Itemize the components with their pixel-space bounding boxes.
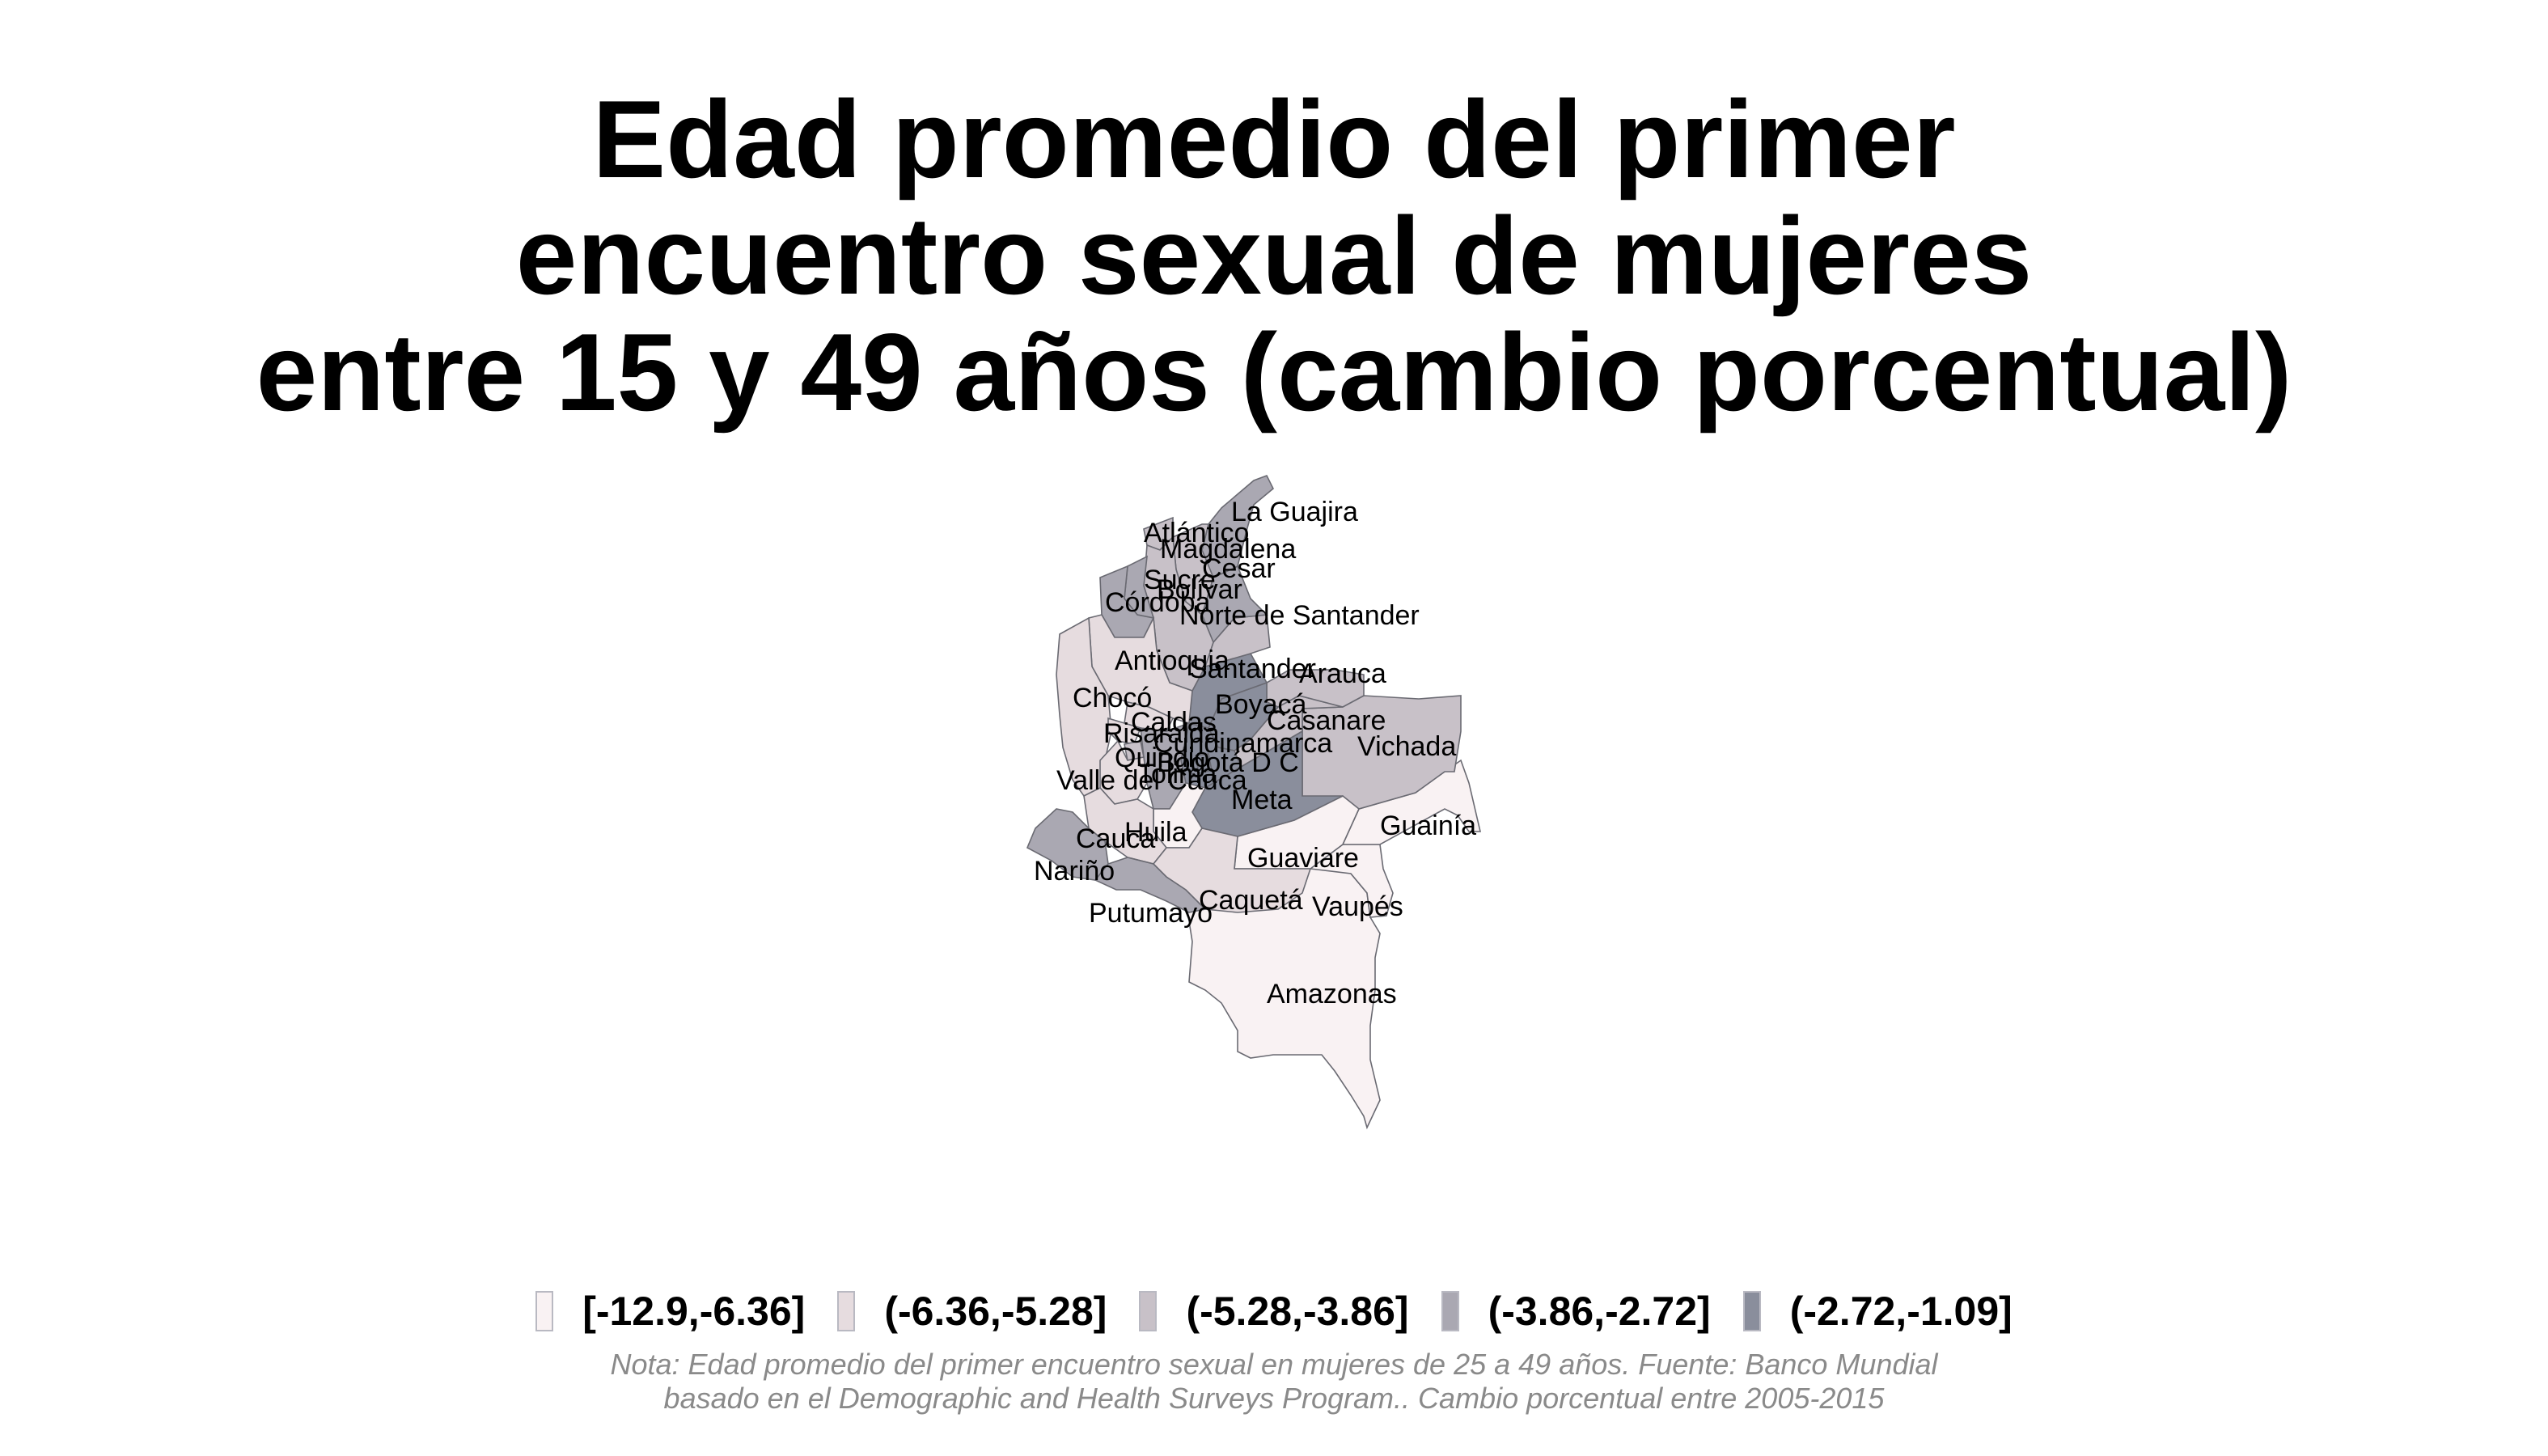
title-line-2: encuentro sexual de mujeres — [515, 194, 2033, 317]
map-labels: La GuajiraAtlánticoMagdalenaCesarSucreBo… — [1034, 497, 1476, 1009]
map-label-arauca: Arauca — [1299, 658, 1386, 689]
legend-label-1: [-12.9,-6.36] — [582, 1289, 806, 1334]
map-label-casanare: Casanare — [1267, 705, 1386, 736]
title-line-1: Edad promedio del primer — [592, 78, 1956, 201]
legend-label-2: (-6.36,-5.28] — [884, 1289, 1107, 1334]
map-label-tolima: Tolima — [1137, 759, 1217, 789]
map-label-magdalena: Magdalena — [1160, 534, 1296, 565]
map-label-narino: Nariño — [1034, 856, 1115, 887]
legend-swatch-2 — [837, 1291, 856, 1331]
note-line-2: basado en el Demographic and Health Surv… — [663, 1382, 1885, 1415]
region-antioquia[interactable] — [1088, 614, 1193, 725]
map-label-santander: Santander — [1189, 654, 1316, 684]
map-label-amazonas: Amazonas — [1267, 979, 1397, 1009]
map-label-antioquia: Antioquia — [1115, 645, 1230, 676]
source-note: Nota: Edad promedio del primer encuentro… — [0, 1348, 2548, 1416]
legend-swatch-3 — [1139, 1291, 1158, 1331]
map-label-guainia: Guainía — [1380, 811, 1476, 841]
legend: [-12.9,-6.36] (-6.36,-5.28] (-5.28,-3.86… — [0, 1288, 2548, 1335]
legend-item-5: (-2.72,-1.09] — [1742, 1288, 2013, 1335]
map-label-guaviare: Guaviare — [1247, 843, 1359, 874]
map-label-huila: Huila — [1124, 817, 1187, 848]
legend-swatch-4 — [1441, 1291, 1459, 1331]
map-label-cauca: Cauca — [1076, 823, 1155, 854]
legend-item-3: (-5.28,-3.86] — [1139, 1288, 1409, 1335]
map-label-bogota: Bogotá D C — [1157, 747, 1299, 778]
map-label-norte-santander: Norte de Santander — [1179, 600, 1420, 631]
map-label-quindio: Quindio — [1115, 743, 1209, 773]
map-label-cesar: Cesar — [1202, 553, 1276, 584]
legend-label-4: (-3.86,-2.72] — [1488, 1289, 1711, 1334]
region-bogota[interactable] — [1195, 753, 1213, 774]
map-label-la-guajira: La Guajira — [1231, 497, 1358, 527]
note-line-1: Nota: Edad promedio del primer encuentro… — [610, 1348, 1938, 1381]
map-label-atlantico: Atlántico — [1144, 518, 1249, 548]
map-label-boyaca: Boyacá — [1215, 689, 1306, 720]
legend-item-1: [-12.9,-6.36] — [535, 1288, 805, 1335]
region-caqueta[interactable] — [1152, 827, 1312, 913]
map-label-vichada: Vichada — [1357, 731, 1456, 762]
map-label-cordoba: Córdoba — [1105, 587, 1211, 618]
legend-swatch-5 — [1742, 1291, 1761, 1331]
map-label-caqueta: Caquetá — [1199, 885, 1303, 916]
legend-item-2: (-6.36,-5.28] — [837, 1288, 1107, 1335]
chart-title: Edad promedio del primer encuentro sexua… — [0, 81, 2548, 430]
map-label-caldas: Caldas — [1131, 707, 1217, 738]
legend-swatch-1 — [535, 1291, 554, 1331]
map-label-vaupes: Vaupés — [1312, 891, 1403, 922]
map-label-bolivar: Bolívar — [1157, 574, 1242, 605]
map-label-risaralda: Risaralda — [1103, 718, 1220, 749]
map-label-putumayo: Putumayo — [1089, 898, 1213, 929]
map-label-choco: Chocó — [1073, 683, 1152, 713]
map-label-meta: Meta — [1231, 785, 1293, 815]
legend-label-5: (-2.72,-1.09] — [1789, 1289, 2013, 1334]
legend-item-4: (-3.86,-2.72] — [1441, 1288, 1711, 1335]
legend-label-3: (-5.28,-3.86] — [1186, 1289, 1409, 1334]
map-label-cundinamarca: Cundinamarca — [1153, 728, 1332, 759]
colombia-map: La Guajira Atlántico Magdalena Cesar Sucre Bo… — [1011, 469, 1545, 1165]
map-svg: La GuajiraAtlánticoMagdalenaCesarSucreBo… — [1026, 474, 1482, 1130]
title-line-3: entre 15 y 49 años (cambio porcentual) — [256, 311, 2292, 434]
map-label-sucre: Sucre — [1144, 565, 1216, 595]
map-label-valle: Valle del Cauca — [1056, 765, 1247, 796]
